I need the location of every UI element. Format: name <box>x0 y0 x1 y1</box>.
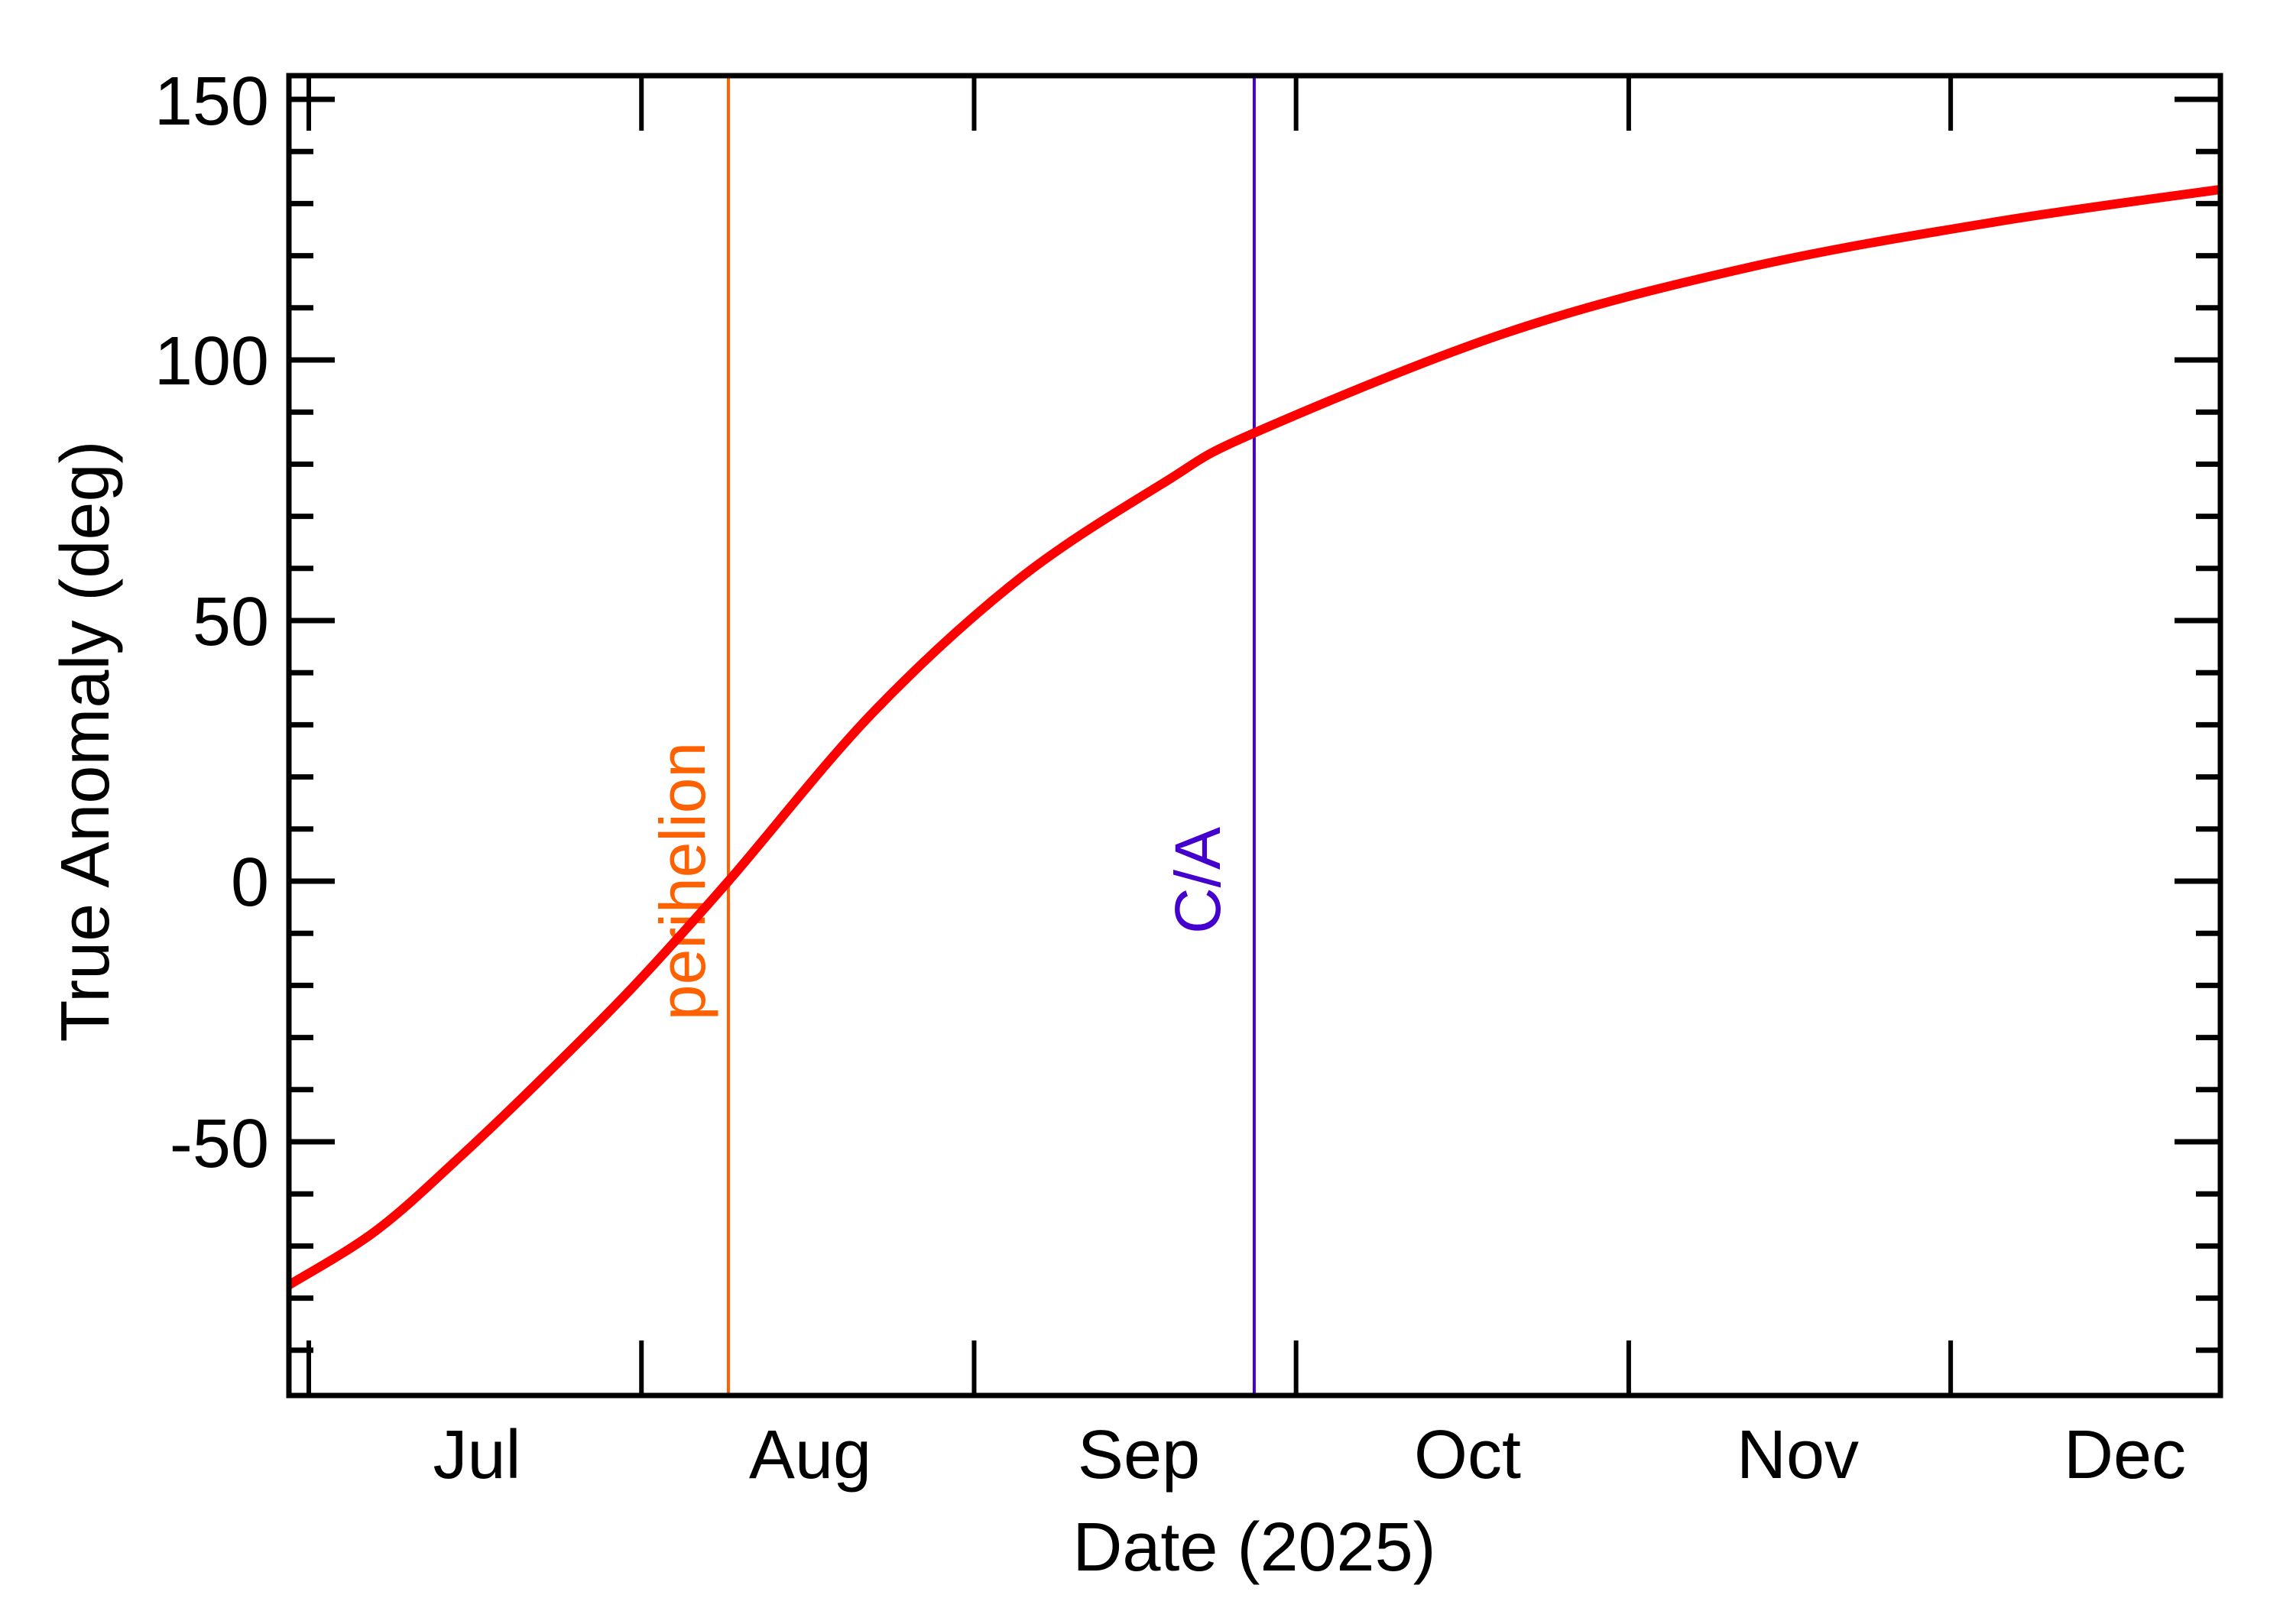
y-tick-label: 150 <box>154 63 269 140</box>
x-tick-label: Sep <box>1078 1417 1200 1493</box>
plot-frame <box>286 73 2223 1399</box>
x-tick-label: Dec <box>2064 1417 2186 1493</box>
x-tick-label: Nov <box>1737 1417 1859 1493</box>
y-axis-title: True Anomaly (deg) <box>47 440 124 1042</box>
x-tick-label: Aug <box>749 1417 871 1493</box>
axis-ticks <box>289 76 2220 1395</box>
y-tick-label: 100 <box>154 323 269 400</box>
x-axis-title: Date (2025) <box>1072 1509 1435 1586</box>
x-tick-label: Jul <box>433 1417 521 1493</box>
ca-label: C/A <box>1162 827 1234 934</box>
true-anomaly-curve <box>286 185 2221 1289</box>
y-tick-label: -50 <box>170 1106 269 1182</box>
x-tick-labels: Jul Aug Sep Oct Nov Dec <box>433 1417 2186 1493</box>
x-tick-label: Oct <box>1414 1417 1521 1493</box>
y-tick-labels: -50 0 50 100 150 <box>154 63 269 1182</box>
y-tick-label: 0 <box>231 844 269 921</box>
y-tick-label: 50 <box>193 584 269 660</box>
perihelion-label: perihelion <box>647 742 718 1020</box>
